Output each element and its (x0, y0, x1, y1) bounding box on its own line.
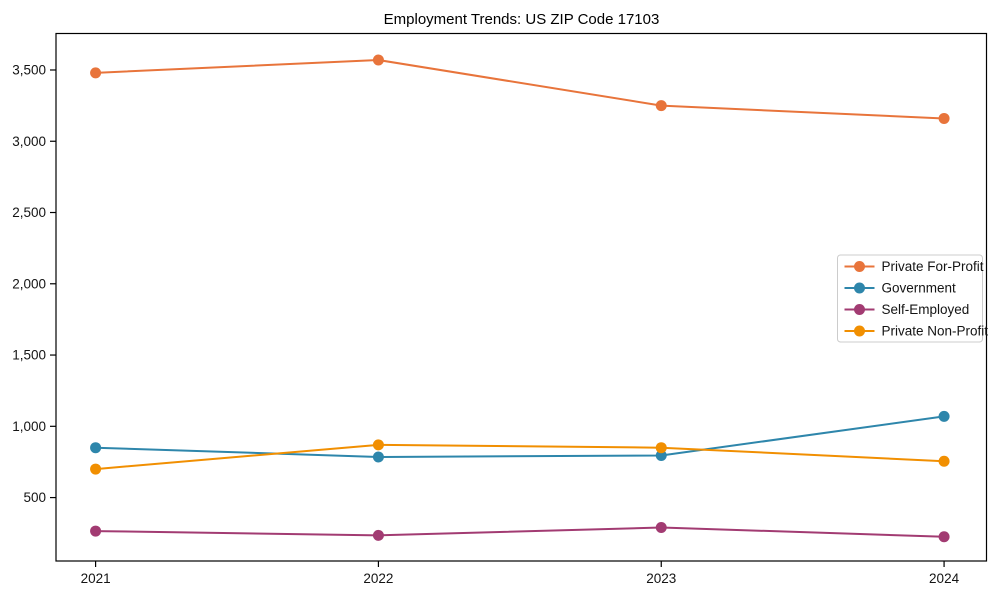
legend-label-private-for-profit: Private For-Profit (882, 259, 984, 274)
data-point-self-employed-2023 (655, 522, 667, 534)
legend-box (837, 254, 983, 343)
legend-marker-private-for-profit (854, 261, 865, 272)
data-point-private-for-profit-2021 (90, 67, 102, 79)
x-tick-label: 2022 (363, 571, 393, 586)
data-point-private-non-profit-2021 (90, 463, 102, 475)
data-point-private-non-profit-2023 (655, 442, 667, 454)
data-point-government-2023 (655, 450, 667, 462)
data-point-private-non-profit-2024 (938, 455, 950, 467)
y-tick-label: 1,500 (12, 348, 46, 363)
data-point-private-for-profit-2022 (372, 54, 384, 66)
data-point-private-for-profit-2023 (655, 100, 667, 112)
data-point-private-non-profit-2022 (372, 439, 384, 451)
legend-label-private-non-profit: Private Non-Profit (882, 324, 989, 339)
y-tick-label: 3,000 (12, 134, 46, 149)
x-tick-label: 2023 (646, 571, 676, 586)
legend-marker-private-non-profit (854, 325, 865, 337)
series-line-private-non-profit (95, 443, 945, 471)
data-point-government-2021 (90, 442, 102, 454)
y-tick-label: 2,500 (12, 205, 46, 220)
series-line-self-employed (95, 526, 945, 538)
legend-label-government: Government (882, 281, 957, 296)
legend-marker-self-employed (854, 304, 865, 315)
data-point-self-employed-2022 (372, 529, 384, 541)
data-point-government-2024 (938, 410, 950, 422)
y-tick-label: 1,000 (12, 419, 46, 434)
data-point-self-employed-2024 (938, 531, 950, 543)
x-tick-label: 2024 (929, 571, 960, 586)
series-line-government (95, 415, 945, 458)
data-point-government-2022 (372, 451, 384, 463)
y-tick-label: 2,000 (12, 276, 46, 291)
data-point-private-for-profit-2024 (938, 112, 950, 124)
legend-marker-government (854, 282, 865, 294)
data-point-self-employed-2021 (90, 525, 102, 537)
y-tick-label: 3,500 (12, 62, 46, 77)
chart-title: Employment Trends: US ZIP Code 17103 (383, 11, 660, 28)
plot-border (55, 32, 988, 562)
y-tick-label: 500 (23, 490, 46, 505)
legend-label-self-employed: Self-Employed (882, 302, 970, 317)
series-line-private-for-profit (95, 59, 945, 120)
x-tick-label: 2021 (81, 571, 111, 586)
